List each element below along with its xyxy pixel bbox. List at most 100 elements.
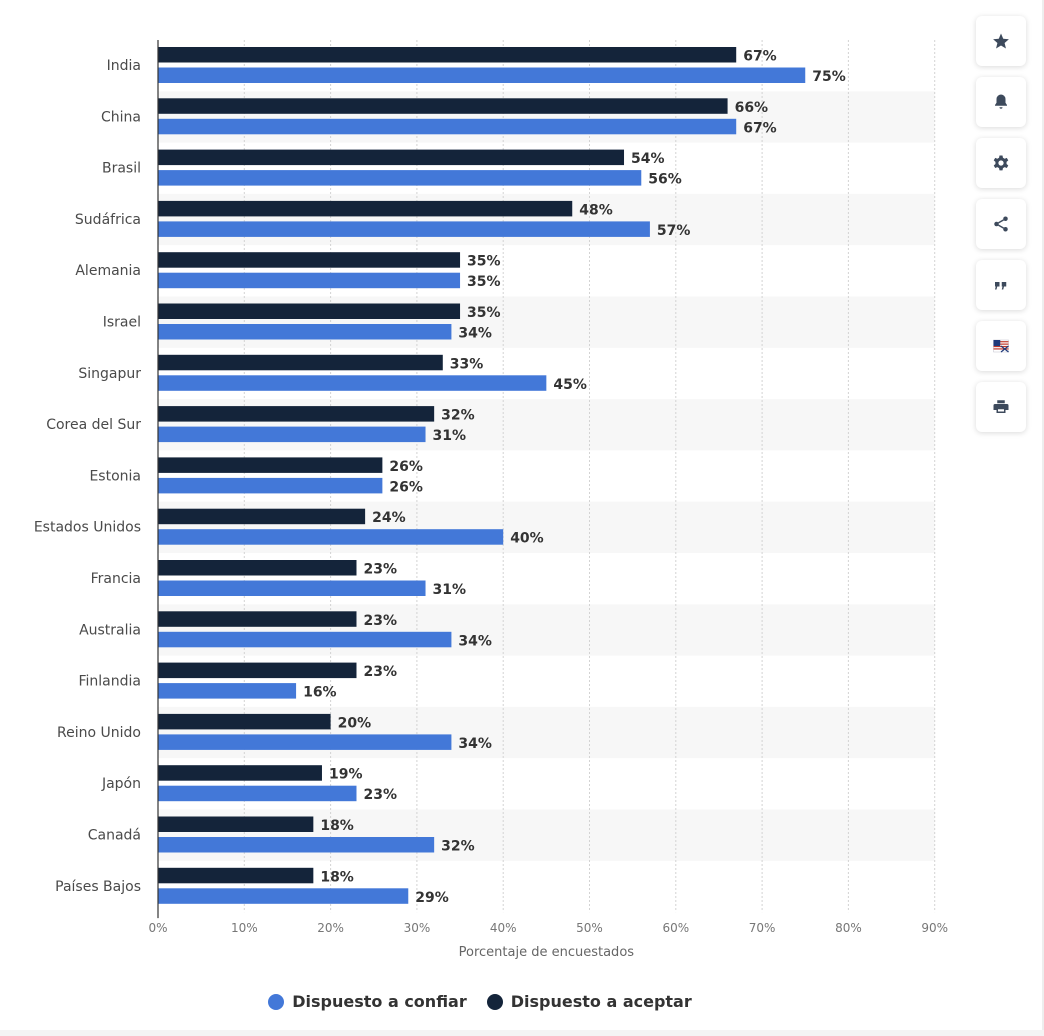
bell-icon: [995, 94, 1007, 109]
bar: [158, 426, 426, 443]
bar: [158, 406, 435, 422]
bar: [158, 508, 366, 525]
data-label: 54%: [631, 151, 665, 167]
data-label: 66%: [735, 100, 769, 116]
category-label: Canadá: [88, 828, 141, 844]
legend-label: Dispuesto a aceptar: [510, 992, 692, 1011]
language-button[interactable]: [976, 321, 1026, 371]
bar: [158, 580, 426, 596]
bar: [158, 457, 383, 473]
bar: [158, 170, 642, 186]
favorite-button[interactable]: [976, 16, 1026, 66]
bottom-band: [0, 1030, 1044, 1036]
share-button[interactable]: [976, 199, 1026, 249]
data-label: 19%: [329, 767, 363, 783]
data-label: 18%: [320, 818, 354, 834]
bar: [158, 867, 314, 884]
bar: [158, 375, 547, 391]
data-label: 45%: [553, 377, 587, 393]
x-tick-label: 40%: [490, 921, 517, 935]
data-label: 67%: [743, 120, 777, 136]
data-label: 26%: [389, 479, 423, 495]
cite-button[interactable]: [976, 260, 1026, 310]
data-label: 40%: [510, 531, 544, 547]
bar: [158, 221, 650, 237]
category-label: Corea del Sur: [46, 417, 141, 433]
bar: [158, 765, 322, 781]
category-label: Países Bajos: [55, 879, 141, 895]
bar: [158, 662, 357, 679]
bar: [158, 303, 461, 319]
category-label: Israel: [103, 315, 141, 331]
bar: [158, 149, 625, 166]
data-label: 32%: [441, 839, 475, 855]
data-label: 18%: [320, 869, 354, 885]
x-tick-label: 60%: [662, 921, 689, 935]
data-label: 31%: [433, 582, 467, 598]
bar: [158, 611, 357, 627]
data-label: 33%: [450, 356, 484, 372]
category-label: Francia: [91, 571, 141, 587]
x-axis-title: Porcentaje de encuestados: [459, 945, 635, 960]
category-label: Brasil: [102, 161, 141, 177]
data-label: 23%: [363, 562, 397, 578]
right-edge: [1042, 0, 1044, 1036]
data-label: 34%: [458, 633, 492, 649]
chart-toolbar: [976, 16, 1026, 432]
bar: [158, 252, 461, 268]
category-label: Australia: [79, 622, 141, 638]
legend-item-aceptar[interactable]: Dispuesto a aceptar: [486, 992, 692, 1011]
chart: India China Brasil Sudáfrica Alemania Israel S…: [34, 40, 948, 960]
data-label: 57%: [657, 223, 691, 239]
legend-item-confiar[interactable]: Dispuesto a confiar: [268, 992, 467, 1011]
print-button[interactable]: [976, 382, 1026, 432]
bar: [158, 354, 443, 371]
bar: [158, 118, 737, 135]
category-label: China: [101, 109, 141, 125]
notification-button[interactable]: [976, 77, 1026, 127]
bar: [158, 713, 331, 730]
data-label: 32%: [441, 408, 475, 424]
x-tick-label: 50%: [576, 921, 603, 935]
x-tick-label: 90%: [921, 921, 948, 935]
data-label: 31%: [433, 428, 467, 444]
bar: [158, 837, 435, 853]
data-label: 48%: [579, 202, 613, 218]
settings-button[interactable]: [976, 138, 1026, 188]
legend-dot-icon: [486, 993, 503, 1010]
data-label: 20%: [338, 715, 372, 731]
data-label: 35%: [467, 305, 501, 321]
data-label: 34%: [458, 736, 492, 752]
data-label: 23%: [363, 613, 397, 629]
bar: [158, 324, 452, 340]
data-label: 23%: [363, 787, 397, 803]
bar: [158, 47, 737, 63]
printer-icon: [993, 400, 1009, 413]
category-label: Alemania: [75, 263, 141, 279]
category-label: India: [107, 58, 141, 74]
category-label: Finlandia: [79, 674, 142, 690]
data-label: 56%: [648, 172, 682, 188]
bar: [158, 816, 314, 832]
data-label: 34%: [458, 326, 492, 342]
x-tick-label: 20%: [317, 921, 344, 935]
star-icon: [993, 33, 1009, 49]
legend-dot-icon: [268, 993, 285, 1010]
x-tick-label: 10%: [231, 921, 258, 935]
x-tick-label: 80%: [835, 921, 862, 935]
quote-icon: [995, 282, 1007, 290]
bar: [158, 560, 357, 576]
data-label: 75%: [812, 69, 846, 85]
data-label: 24%: [372, 510, 406, 526]
category-label: Reino Unido: [57, 725, 141, 741]
bar: [158, 98, 728, 114]
bar: [158, 734, 452, 750]
x-tick-label: 0%: [148, 921, 167, 935]
legend-label: Dispuesto a confiar: [292, 992, 467, 1011]
bar: [158, 529, 504, 545]
bar: [158, 683, 297, 699]
bar: [158, 888, 409, 904]
bar: [158, 631, 452, 648]
bar: [158, 477, 383, 494]
data-label: 26%: [389, 459, 423, 475]
